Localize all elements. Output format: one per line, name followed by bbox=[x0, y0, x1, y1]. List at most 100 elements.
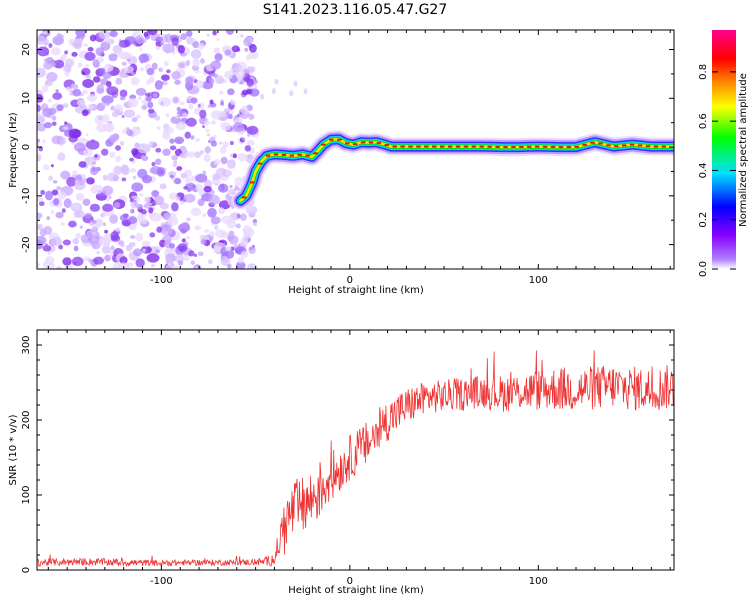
noise-speck bbox=[158, 67, 164, 73]
noise-speck bbox=[160, 222, 165, 226]
noise-speck bbox=[37, 262, 41, 267]
noise-speck bbox=[41, 85, 49, 93]
noise-speck bbox=[160, 74, 170, 81]
noise-speck bbox=[63, 198, 72, 209]
noise-speck bbox=[135, 114, 141, 119]
noise-speck bbox=[141, 240, 151, 248]
noise-speck bbox=[72, 88, 82, 97]
noise-speck bbox=[228, 235, 239, 245]
noise-speck bbox=[159, 183, 167, 190]
noise-speck bbox=[88, 103, 94, 110]
noise-speck bbox=[303, 88, 308, 95]
noise-speck bbox=[37, 35, 47, 45]
noise-speck bbox=[70, 83, 77, 89]
noise-speck bbox=[209, 99, 214, 105]
noise-speck bbox=[100, 213, 106, 218]
noise-speck bbox=[154, 115, 161, 121]
noise-speck bbox=[37, 138, 41, 143]
noise-speck bbox=[145, 92, 151, 97]
noise-scatter bbox=[37, 30, 308, 269]
y-tick-label: 0 bbox=[21, 567, 32, 573]
noise-speck bbox=[102, 222, 107, 227]
noise-speck bbox=[195, 80, 204, 89]
noise-speck bbox=[211, 110, 222, 120]
noise-speck bbox=[118, 39, 130, 48]
noise-speck bbox=[60, 222, 65, 226]
noise-speck bbox=[47, 251, 52, 255]
noise-speck bbox=[113, 104, 124, 115]
noise-speck bbox=[234, 176, 244, 187]
noise-speck bbox=[190, 97, 198, 104]
noise-speck bbox=[44, 190, 54, 201]
noise-speck bbox=[53, 59, 65, 69]
x-tick-label: 100 bbox=[529, 576, 548, 587]
noise-speck bbox=[80, 234, 93, 244]
noise-speck bbox=[152, 92, 158, 98]
noise-speck bbox=[121, 177, 127, 182]
noise-speck bbox=[96, 251, 100, 255]
noise-speck bbox=[252, 222, 258, 227]
noise-speck bbox=[119, 70, 127, 79]
noise-speck bbox=[146, 30, 158, 36]
noise-speck bbox=[193, 151, 202, 158]
noise-speck bbox=[97, 115, 103, 121]
noise-speck bbox=[39, 201, 45, 207]
noise-speck bbox=[171, 202, 179, 212]
noise-speck bbox=[110, 245, 115, 250]
colorbar-tick-label: 0.6 bbox=[698, 113, 709, 129]
noise-speck bbox=[121, 61, 127, 66]
y-tick-label: 300 bbox=[21, 335, 32, 354]
noise-speck bbox=[102, 71, 112, 79]
noise-speck bbox=[193, 253, 198, 257]
noise-speck bbox=[210, 60, 222, 70]
colorbar: 0.0 0.2 0.4 0.6 0.8 Normalized spectral ampl… bbox=[698, 30, 749, 277]
noise-speck bbox=[46, 216, 50, 221]
noise-speck bbox=[92, 76, 101, 83]
noise-speck bbox=[129, 209, 134, 213]
noise-speck bbox=[244, 47, 249, 52]
noise-speck bbox=[240, 80, 244, 85]
noise-speck bbox=[131, 126, 141, 136]
noise-speck bbox=[131, 182, 144, 192]
noise-speck bbox=[137, 143, 151, 154]
noise-speck bbox=[165, 113, 170, 118]
noise-speck bbox=[115, 155, 121, 163]
noise-speck bbox=[129, 197, 134, 203]
noise-speck bbox=[197, 103, 201, 108]
noise-speck bbox=[235, 48, 241, 52]
noise-speck bbox=[164, 33, 173, 43]
noise-speck bbox=[86, 93, 98, 102]
noise-speck bbox=[37, 111, 41, 117]
noise-speck bbox=[200, 239, 207, 245]
y-tick-label: 200 bbox=[21, 410, 32, 429]
noise-speck bbox=[37, 46, 50, 57]
noise-speck bbox=[95, 218, 104, 228]
x-tick-label: 0 bbox=[347, 576, 353, 587]
noise-speck bbox=[210, 120, 217, 125]
noise-speck bbox=[208, 259, 213, 265]
noise-speck bbox=[224, 70, 234, 80]
noise-speck bbox=[175, 115, 179, 119]
noise-speck bbox=[37, 104, 41, 113]
noise-speck bbox=[172, 162, 177, 168]
noise-speck bbox=[197, 42, 205, 50]
noise-speck bbox=[151, 263, 155, 268]
colorbar-tick-label: 0.4 bbox=[698, 162, 709, 178]
noise-speck bbox=[252, 218, 258, 224]
noise-speck bbox=[52, 180, 58, 184]
noise-speck bbox=[185, 117, 197, 127]
noise-speck bbox=[59, 137, 67, 145]
noise-speck bbox=[102, 103, 106, 107]
noise-speck bbox=[151, 62, 158, 70]
noise-speck bbox=[62, 103, 69, 108]
noise-speck bbox=[127, 98, 139, 108]
noise-speck bbox=[202, 170, 207, 175]
noise-speck bbox=[252, 83, 258, 90]
noise-speck bbox=[82, 78, 95, 88]
noise-speck bbox=[84, 212, 92, 219]
noise-speck bbox=[123, 109, 136, 118]
x-tick-label: 100 bbox=[529, 275, 548, 286]
noise-speck bbox=[174, 136, 185, 145]
noise-speck bbox=[163, 126, 174, 134]
top-y-axis-label: Frequency (Hz) bbox=[8, 112, 19, 188]
